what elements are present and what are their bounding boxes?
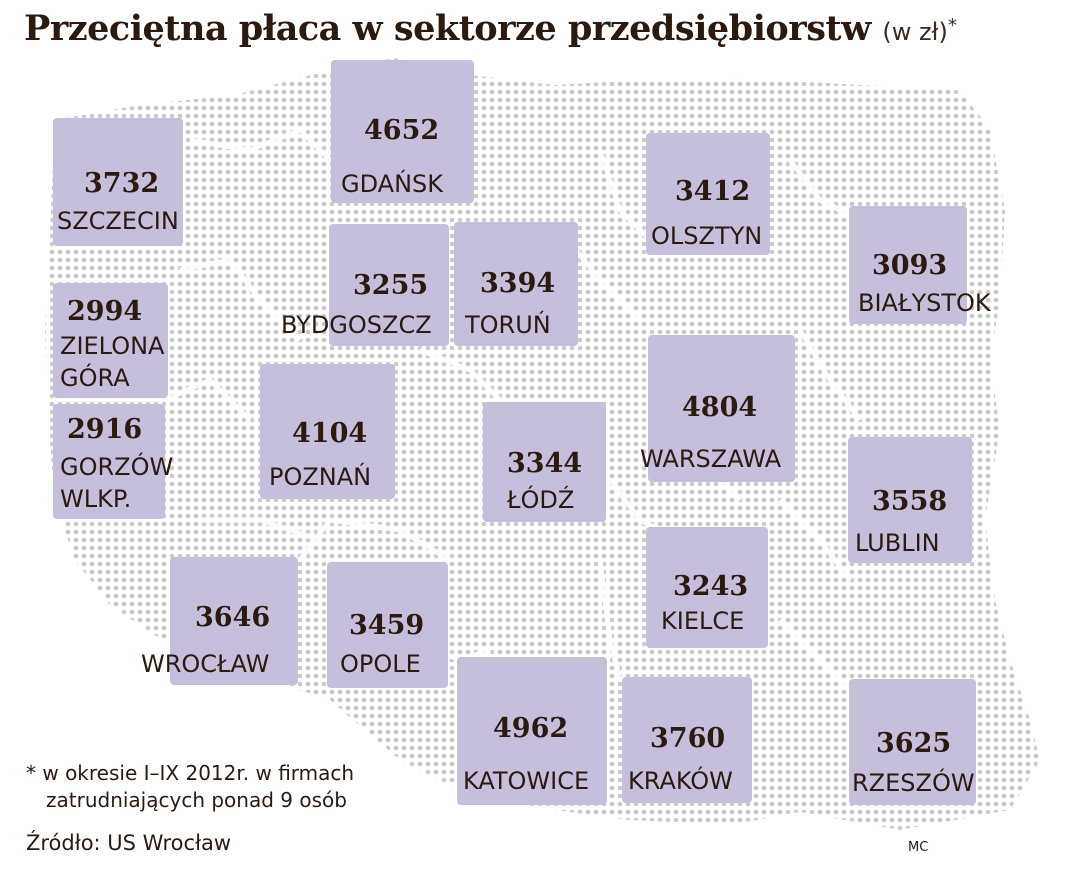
value-lublin: 3558 <box>872 486 948 517</box>
label-bydgoszcz: BYDGOSZCZ <box>281 311 432 339</box>
label-zielona-gora-line1: ZIELONA <box>60 332 165 360</box>
label-zielona-gora-line2: GÓRA <box>60 364 130 392</box>
tile-krakow <box>622 677 752 803</box>
region-borders <box>163 127 862 692</box>
value-katowice: 4962 <box>493 713 569 744</box>
tile-bialystok <box>849 206 967 324</box>
label-katowice: KATOWICE <box>463 767 590 795</box>
tile-lodz <box>483 402 606 522</box>
tile-szczecin <box>53 118 183 246</box>
value-szczecin: 3732 <box>84 168 160 199</box>
chart-title: Przeciętna płaca w sektorze przedsiębior… <box>24 8 957 49</box>
tile-gdansk <box>331 60 474 203</box>
label-opole: OPOLE <box>340 650 421 678</box>
value-olsztyn: 3412 <box>675 176 751 207</box>
label-lublin: LUBLIN <box>855 529 940 557</box>
title-main: Przeciętna płaca w sektorze przedsiębior… <box>24 8 871 49</box>
tile-rzeszow <box>849 679 976 805</box>
label-olsztyn: OLSZTYN <box>651 222 763 250</box>
label-bialystok: BIAŁYSTOK <box>858 289 991 317</box>
value-poznan: 4104 <box>292 418 368 449</box>
tile-zielona-gora <box>53 283 168 398</box>
value-krakow: 3760 <box>650 723 726 754</box>
tile-gorzow <box>53 404 165 519</box>
tile-torun <box>454 222 578 346</box>
tile-poznan <box>260 364 395 499</box>
label-krakow: KRAKÓW <box>628 767 733 795</box>
value-bialystok: 3093 <box>872 250 948 281</box>
tile-lublin <box>848 437 972 563</box>
label-kielce: KIELCE <box>661 607 745 635</box>
tile-kielce <box>646 527 768 648</box>
tile-opole <box>327 562 448 688</box>
label-lodz: ŁÓDŹ <box>507 486 575 514</box>
label-wroclaw: WROCŁAW <box>141 650 270 678</box>
title-unit: (w zł)* <box>882 15 957 46</box>
label-gorzow-line2: WLKP. <box>60 485 132 513</box>
tile-bydgoszcz <box>329 224 449 346</box>
value-gorzow: 2916 <box>67 414 143 445</box>
value-rzeszow: 3625 <box>876 728 952 759</box>
value-torun: 3394 <box>480 268 556 299</box>
label-rzeszow: RZESZÓW <box>852 769 975 797</box>
label-gorzow-line1: GORZÓW <box>60 453 174 481</box>
footnote-line1: * w okresie I–IX 2012r. w firmach <box>26 761 355 785</box>
label-torun: TORUŃ <box>465 311 551 339</box>
footnote-line2: zatrudniających ponad 9 osób <box>46 788 347 812</box>
tile-katowice <box>457 657 607 805</box>
value-lodz: 3344 <box>507 448 583 479</box>
value-gdansk: 4652 <box>364 115 440 146</box>
label-warszawa: WARSZAWA <box>640 445 782 473</box>
value-bydgoszcz: 3255 <box>353 270 429 301</box>
value-zielona-gora: 2994 <box>67 296 143 327</box>
value-opole: 3459 <box>349 610 425 641</box>
tile-olsztyn <box>646 133 770 255</box>
label-szczecin: SZCZECIN <box>57 207 179 235</box>
value-wroclaw: 3646 <box>195 602 271 633</box>
tile-warszawa <box>648 335 795 482</box>
tile-wroclaw <box>170 557 298 685</box>
label-poznan: POZNAŃ <box>269 463 372 491</box>
label-gdansk: GDAŃSK <box>341 170 443 198</box>
source-label: Źródło: US Wrocław <box>26 831 232 855</box>
author-credit: MC <box>908 840 929 855</box>
footnote: * w okresie I–IX 2012r. w firmach zatrud… <box>26 760 354 814</box>
value-warszawa: 4804 <box>682 392 758 423</box>
value-kielce: 3243 <box>673 571 749 602</box>
